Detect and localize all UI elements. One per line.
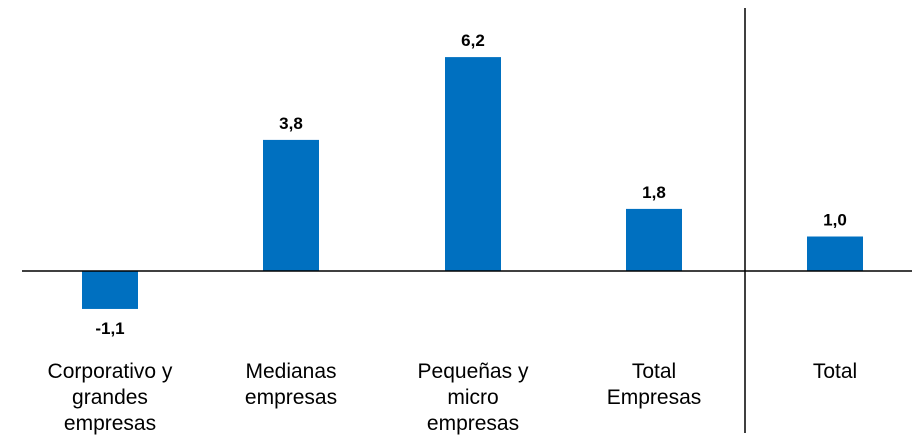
category-label-2: Pequeñas y micro empresas: [418, 360, 529, 435]
category-label-line: grandes: [72, 386, 148, 409]
value-label-0: -1,1: [95, 319, 124, 338]
category-label-1: Medianas empresas: [245, 360, 337, 409]
bar-0: [82, 271, 138, 309]
bar-2: [445, 57, 501, 271]
category-label-line: empresas: [64, 412, 156, 435]
axis-layer: [22, 8, 912, 433]
value-label-4: 1,0: [823, 211, 847, 230]
category-label-line: micro: [447, 386, 498, 409]
value-label-3: 1,8: [642, 183, 666, 202]
bar-4: [807, 236, 863, 271]
category-label-0: Corporativo y grandes empresas: [48, 360, 173, 435]
category-label-line: Corporativo y: [48, 360, 173, 383]
bar-3: [626, 208, 682, 271]
category-label-line: Total: [813, 360, 857, 383]
bar-1: [263, 139, 319, 271]
category-label-line: Pequeñas y: [418, 360, 529, 383]
bars-layer: [82, 57, 863, 309]
value-label-1: 3,8: [279, 114, 303, 133]
value-label-2: 6,2: [461, 31, 485, 50]
category-label-3: Total Empresas: [607, 360, 702, 409]
category-label-4: Total: [813, 360, 857, 383]
labels-layer: -1,1 3,8 6,2 1,8 1,0 Corporativo y grandes empr…: [48, 31, 858, 435]
category-label-line: empresas: [245, 386, 337, 409]
category-label-line: Empresas: [607, 386, 702, 409]
category-label-line: Total: [632, 360, 676, 383]
category-label-line: empresas: [427, 412, 519, 435]
category-label-line: Medianas: [245, 360, 336, 383]
